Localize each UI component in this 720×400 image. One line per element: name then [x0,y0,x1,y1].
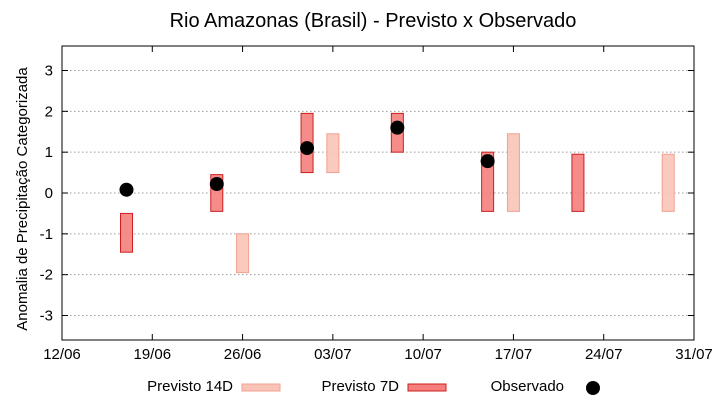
legend-label-previsto-14d: Previsto 14D [147,378,233,395]
x-tick-label: 31/07 [675,346,713,363]
bar-previsto-7d [119,212,133,253]
x-tick-label: 10/07 [404,346,442,363]
y-tick-label: -3 [40,308,53,325]
legend-swatch-previsto-14d [241,383,281,392]
point-observado [390,120,405,135]
bar-previsto-14d [506,133,520,212]
x-tick-label: 17/07 [495,346,533,363]
bar-previsto-14d [326,133,340,174]
axis-ticks: -3 -2 -1 0 1 2 3 12/06 19/06 26/06 03/07 10/07 17/07… [40,46,713,363]
legend-marker-observado [586,381,600,395]
y-tick-label: 0 [45,185,53,202]
y-tick-label: 3 [45,63,53,80]
bar-previsto-14d [236,233,250,274]
point-observado [119,182,134,197]
legend: Previsto 14D Previsto 7D Observado [147,378,600,395]
y-tick-label: -2 [40,267,53,284]
chart-title: Rio Amazonas (Brasil) - Previsto x Obser… [170,10,577,32]
x-tick-label: 26/06 [224,346,262,363]
point-observado [300,141,315,156]
y-tick-label: 2 [45,103,53,120]
legend-swatch-previsto-7d [407,383,447,392]
x-tick-label: 12/06 [43,346,81,363]
x-tick-label: 24/07 [585,346,623,363]
bar-previsto-14d [661,153,675,212]
point-observado [480,154,495,169]
point-observado [209,177,224,192]
x-tick-label: 03/07 [314,346,352,363]
y-axis-label: Anomalia de Precipitação Categorizada [14,67,31,331]
legend-label-previsto-7d: Previsto 7D [321,378,399,395]
grid-lines [62,70,694,316]
legend-label-observado: Observado [491,378,564,395]
bar-previsto-7d [571,153,585,212]
y-tick-label: -1 [40,226,53,243]
x-tick-label: 19/06 [134,346,172,363]
series-layer [119,112,675,274]
y-tick-label: 1 [45,144,53,161]
